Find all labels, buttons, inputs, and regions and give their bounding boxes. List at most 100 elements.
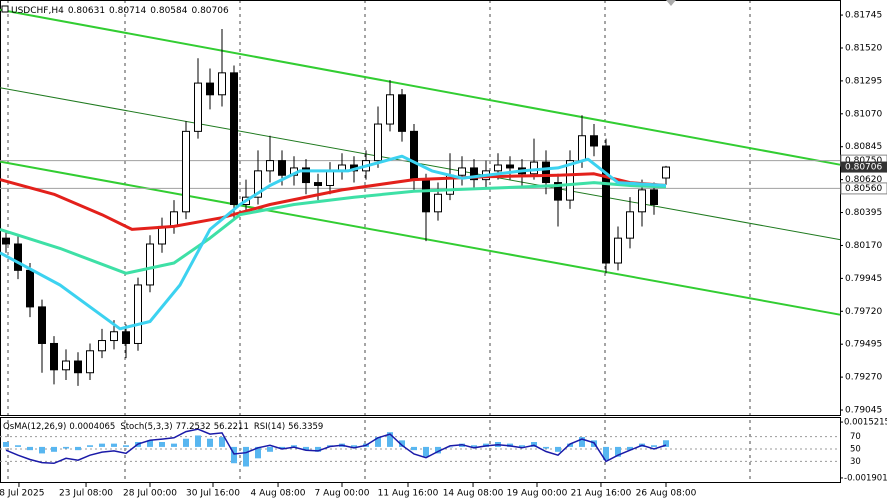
candle-body (374, 123, 382, 162)
candle-body (278, 160, 286, 176)
candle-body (650, 189, 658, 206)
candle-body (158, 225, 166, 245)
osma-bar (267, 446, 273, 452)
osma-bar (579, 437, 585, 447)
y-tick-label: 0.79720 (845, 307, 882, 317)
y-tick-label: 0.80395 (845, 208, 882, 218)
candle-body (218, 72, 226, 96)
osma-bar (87, 445, 93, 447)
osma-bar (279, 446, 285, 449)
main-frame (0, 0, 841, 416)
x-tick-label: 7 Aug 00:00 (315, 489, 370, 499)
candle-body (170, 211, 178, 227)
x-tick-label: 19 Aug 00:00 (507, 489, 568, 499)
candle-body (230, 72, 238, 206)
indicator-frame (0, 417, 841, 483)
candle-body (638, 189, 646, 213)
plot: 0.81745 0.81520 0.81295 0.81070 0.80845 0.806… (0, 8, 887, 499)
osma-bar (627, 446, 633, 451)
osma-bar (615, 446, 621, 457)
candle-body (614, 237, 622, 264)
osma-bar (27, 446, 33, 451)
osma-bar (207, 438, 213, 447)
x-tick-label: 14 Aug 08:00 (443, 489, 504, 499)
y2-tick-label: 30 (850, 457, 861, 467)
osma-bar (147, 440, 153, 447)
x-tick-label: 4 Aug 08:00 (251, 489, 306, 499)
price-label: 0.80750 (845, 156, 882, 166)
candle-body (98, 340, 106, 352)
moving-average (0, 172, 667, 231)
candle-body (578, 135, 586, 162)
candle-body (194, 82, 202, 132)
osma-bar (39, 446, 45, 454)
candle-body (398, 94, 406, 132)
y-tick-label: 0.81295 (845, 76, 882, 86)
y-tick-label: 0.0015215 (844, 418, 887, 428)
osma-bar (663, 440, 669, 447)
osma-bar (159, 442, 165, 447)
y-tick-label: 0.79945 (845, 274, 882, 284)
y-tick-label: 0.80620 (845, 175, 882, 185)
trend-line (0, 160, 841, 316)
osma-bar (435, 446, 441, 454)
candle-body (2, 237, 10, 245)
stoch-main: 77.2532 (176, 422, 211, 432)
osma-bar (195, 435, 201, 447)
y-tick-label: 0.80170 (845, 241, 882, 251)
osma-bar (375, 437, 381, 447)
osma-bar (519, 445, 525, 447)
candle-body (74, 360, 82, 374)
osma-bar (231, 446, 237, 464)
y-tick-label: 0.79270 (845, 373, 882, 383)
candle-body (134, 284, 142, 344)
ohlc-close: 0.80706 (191, 6, 228, 16)
trend-line (0, 8, 841, 166)
x-tick-label: 18 Jul 2025 (0, 489, 44, 499)
candle-body (26, 269, 34, 308)
candle-body (86, 350, 94, 374)
price-label-box (840, 182, 887, 195)
y-tick-label: 0.81520 (845, 43, 882, 53)
osma-bar (651, 445, 657, 447)
candle-body (662, 166, 670, 179)
candle-body (146, 243, 154, 286)
chart-title: USDCHF,H4 (11, 6, 64, 16)
osma-bar (471, 445, 477, 447)
osma-bar (387, 432, 393, 447)
y-tick-label: 0.79495 (845, 340, 882, 350)
osma-bar (399, 440, 405, 447)
x-tick-label: 30 Jul 16:00 (186, 489, 240, 499)
osma-bar (51, 446, 57, 452)
candle-body (38, 306, 46, 344)
moving-average (0, 181, 667, 275)
osma-bar (219, 437, 225, 447)
candle-body (554, 182, 562, 201)
candle-body (182, 130, 190, 213)
osma-bar (411, 446, 417, 451)
ohlc-high: 0.80714 (109, 6, 146, 16)
osma-bar (99, 443, 105, 447)
chart-header: USDCHF,H4 0.80631 0.80714 0.80584 0.80706 (11, 6, 229, 16)
candle-body (434, 193, 442, 213)
candle-body (458, 167, 466, 176)
osma-name: OsMA(12,26,9) (3, 422, 66, 432)
candle-body (50, 342, 58, 371)
osma-bar (555, 446, 561, 452)
osma-bar (63, 446, 69, 449)
osma-bar (423, 446, 429, 457)
ohlc-open: 0.80631 (68, 6, 105, 16)
symbol-icon (1, 5, 9, 13)
y-tick-label: 0.81745 (845, 11, 882, 21)
candle-body (254, 170, 262, 198)
candle-body (410, 130, 418, 181)
osma-bar (243, 446, 249, 467)
candle-body (542, 161, 550, 184)
y2-tick-label: 70 (850, 432, 861, 442)
candle-body (62, 360, 70, 371)
osma-bar (567, 443, 573, 447)
candle-body (626, 211, 634, 239)
y-tick-label: 0.81070 (845, 109, 882, 119)
candle-body (122, 331, 130, 344)
